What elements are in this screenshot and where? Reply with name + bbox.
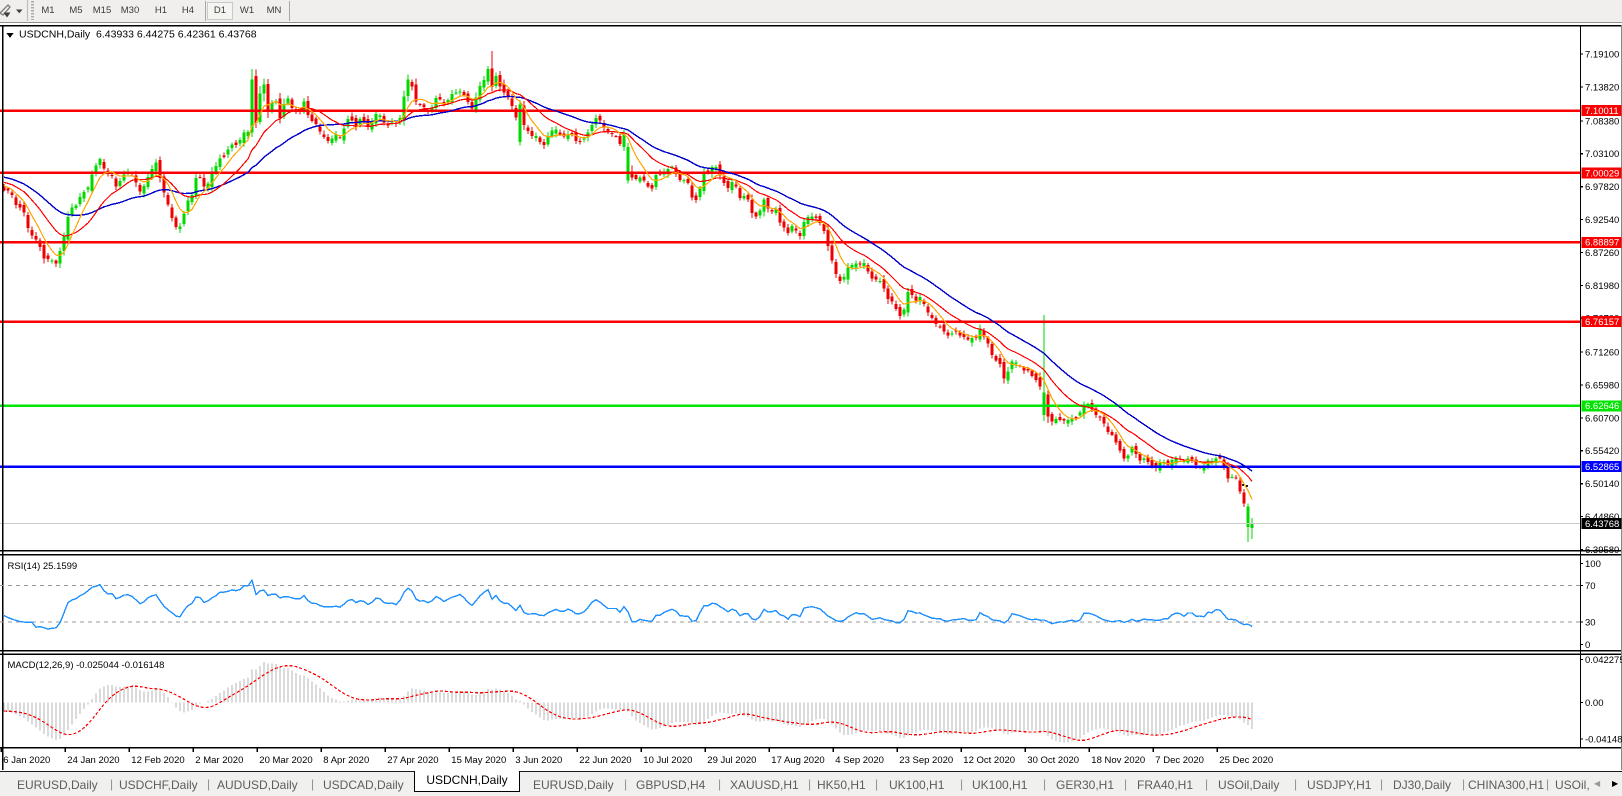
svg-text:6.92540: 6.92540	[1585, 215, 1619, 226]
svg-text:12 Oct 2020: 12 Oct 2020	[963, 755, 1015, 766]
svg-text:6.50140: 6.50140	[1585, 479, 1619, 490]
svg-text:6.97820: 6.97820	[1585, 182, 1619, 193]
svg-text:6.62646: 6.62646	[1585, 401, 1619, 412]
svg-text:6.81980: 6.81980	[1585, 281, 1619, 292]
svg-text:6 Jan 2020: 6 Jan 2020	[3, 755, 50, 766]
svg-text:6.88897: 6.88897	[1585, 238, 1619, 249]
svg-text:23 Sep 2020: 23 Sep 2020	[899, 755, 953, 766]
svg-text:6.65980: 6.65980	[1585, 380, 1619, 391]
svg-text:4 Sep 2020: 4 Sep 2020	[835, 755, 884, 766]
svg-text:7.19100: 7.19100	[1585, 50, 1619, 61]
svg-text:25 Dec 2020: 25 Dec 2020	[1219, 755, 1273, 766]
svg-text:0: 0	[1585, 640, 1590, 651]
svg-text:6.43768: 6.43768	[1585, 519, 1619, 530]
svg-text:USDCNH,Daily 6.43933 6.44275: USDCNH,Daily 6.43933 6.44275 6.42361 6.4…	[19, 29, 257, 41]
svg-text:MACD(12,26,9) -0.025044 -0.016: MACD(12,26,9) -0.025044 -0.016148	[8, 660, 165, 671]
svg-text:6.60700: 6.60700	[1585, 413, 1619, 424]
svg-text:24 Jan 2020: 24 Jan 2020	[67, 755, 119, 766]
svg-text:7.03100: 7.03100	[1585, 149, 1619, 160]
svg-text:100: 100	[1585, 559, 1601, 570]
svg-text:3 Jun 2020: 3 Jun 2020	[515, 755, 562, 766]
svg-text:7.00029: 7.00029	[1585, 168, 1619, 179]
svg-text:20 Mar 2020: 20 Mar 2020	[259, 755, 312, 766]
svg-text:30 Oct 2020: 30 Oct 2020	[1027, 755, 1079, 766]
svg-text:6.71260: 6.71260	[1585, 348, 1619, 359]
svg-text:8 Apr 2020: 8 Apr 2020	[323, 755, 369, 766]
svg-text:6.55420: 6.55420	[1585, 446, 1619, 457]
svg-text:7.10011: 7.10011	[1585, 106, 1619, 117]
svg-text:7.08380: 7.08380	[1585, 116, 1619, 127]
svg-text:17 Aug 2020: 17 Aug 2020	[771, 755, 824, 766]
svg-text:70: 70	[1585, 581, 1596, 592]
svg-text:0.00: 0.00	[1585, 698, 1604, 709]
svg-text:30: 30	[1585, 617, 1596, 628]
svg-text:6.87260: 6.87260	[1585, 248, 1619, 259]
svg-text:6.39580: 6.39580	[1585, 545, 1619, 556]
svg-text:12 Feb 2020: 12 Feb 2020	[131, 755, 184, 766]
svg-text:18 Nov 2020: 18 Nov 2020	[1091, 755, 1145, 766]
svg-text:29 Jul 2020: 29 Jul 2020	[707, 755, 756, 766]
svg-text:27 Apr 2020: 27 Apr 2020	[387, 755, 438, 766]
svg-text:7.13820: 7.13820	[1585, 82, 1619, 93]
svg-text:22 Jun 2020: 22 Jun 2020	[579, 755, 631, 766]
svg-text:6.52865: 6.52865	[1585, 462, 1619, 473]
svg-text:6.44860: 6.44860	[1585, 512, 1619, 523]
svg-text:2 Mar 2020: 2 Mar 2020	[195, 755, 243, 766]
svg-text:15 May 2020: 15 May 2020	[451, 755, 506, 766]
svg-text:-0.04148: -0.04148	[1585, 734, 1622, 745]
svg-text:0.042275: 0.042275	[1585, 655, 1622, 666]
svg-text:6.76157: 6.76157	[1585, 317, 1619, 328]
svg-text:7 Dec 2020: 7 Dec 2020	[1155, 755, 1204, 766]
svg-text:RSI(14) 25.1599: RSI(14) 25.1599	[8, 561, 78, 572]
svg-text:10 Jul 2020: 10 Jul 2020	[643, 755, 692, 766]
